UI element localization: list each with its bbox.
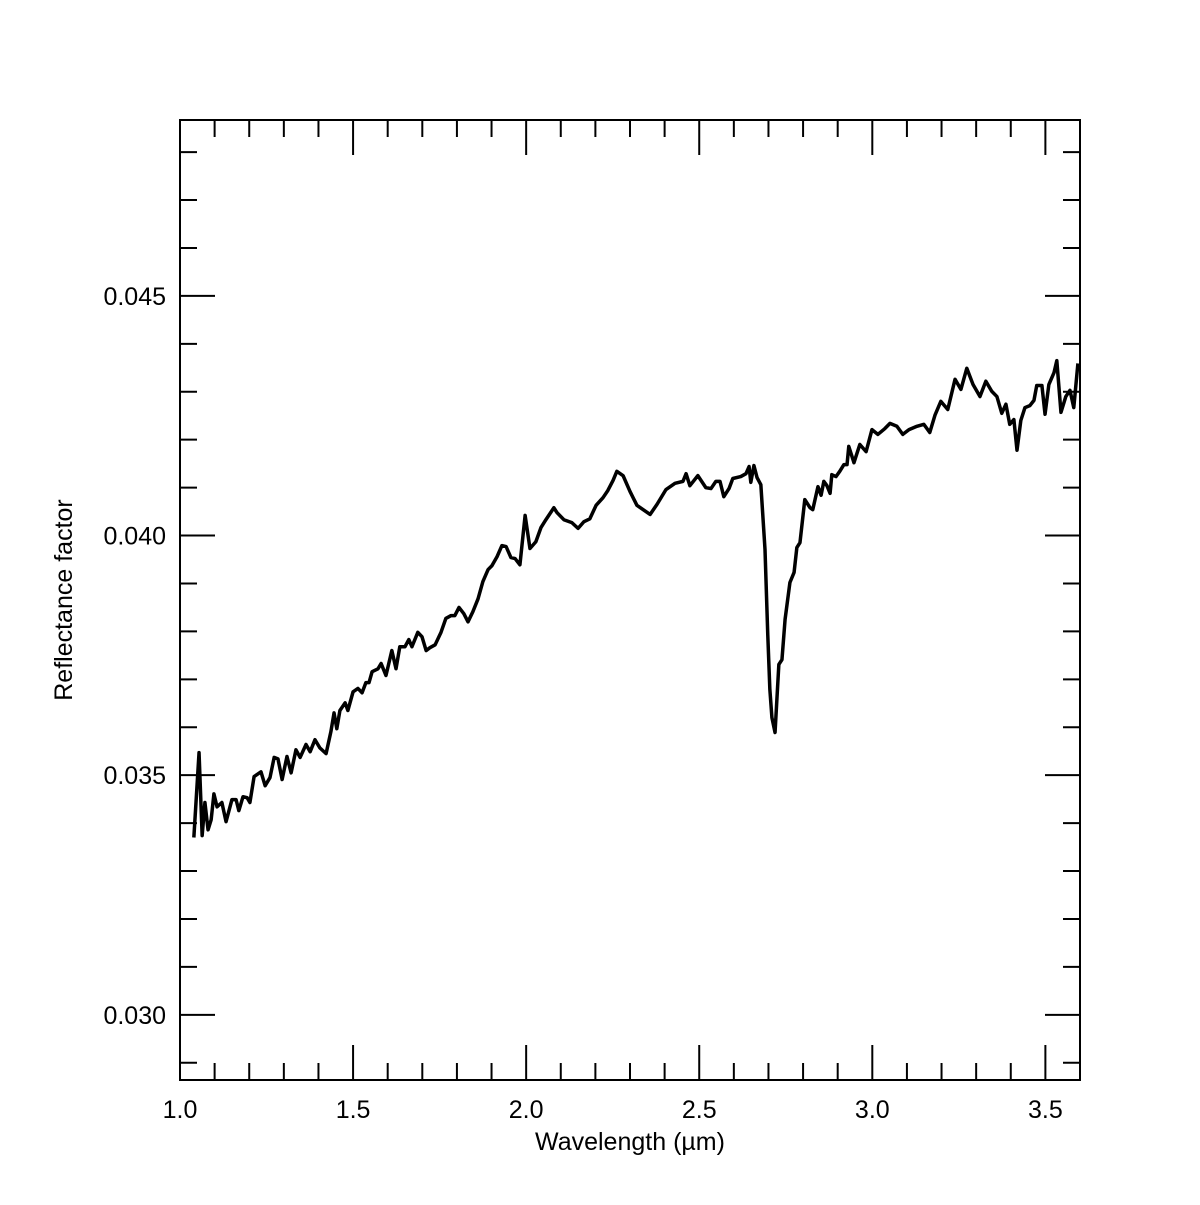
data-line (192, 358, 1080, 838)
x-tick-label: 3.5 (1028, 1096, 1063, 1124)
y-tick-label: 0.045 (103, 283, 166, 311)
x-axis-label: Wavelength (µm) (535, 1128, 725, 1156)
y-tick-label: 0.030 (103, 1002, 166, 1030)
y-tick-label: 0.040 (103, 523, 166, 551)
x-tick-label: 3.0 (855, 1096, 890, 1124)
x-tick-label: 2.0 (509, 1096, 544, 1124)
y-tick-label: 0.035 (103, 762, 166, 790)
y-axis-label: Reflectance factor (50, 499, 78, 701)
plot-frame (179, 119, 1081, 1081)
x-tick-label: 2.5 (682, 1096, 717, 1124)
x-tick-label: 1.5 (336, 1096, 371, 1124)
x-tick-label: 1.0 (163, 1096, 198, 1124)
